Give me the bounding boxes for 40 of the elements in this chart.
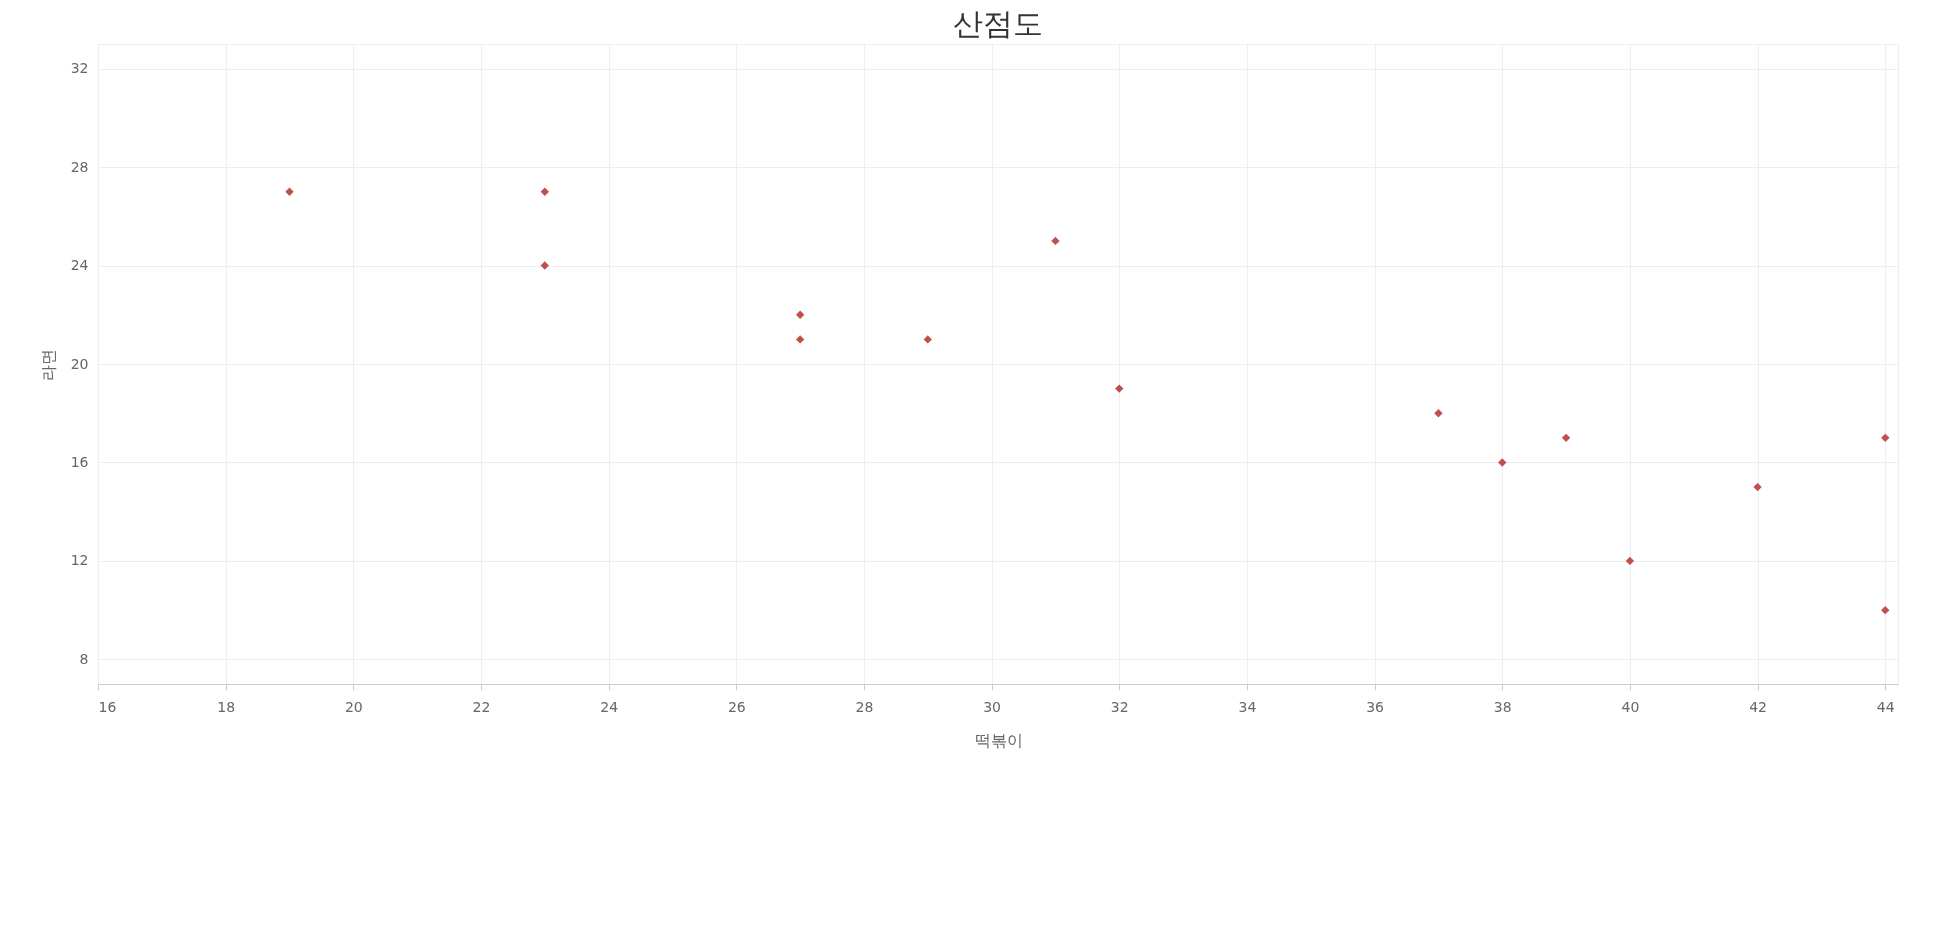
x-tick-label: 34 xyxy=(1238,698,1257,715)
point xyxy=(1051,236,1060,246)
point xyxy=(923,335,932,344)
y-tick-label: 12 xyxy=(70,552,89,569)
point xyxy=(1561,433,1571,443)
x-axis-title: 떡볶이 xyxy=(974,730,1023,750)
x-tick-label: 38 xyxy=(1493,698,1512,715)
point xyxy=(540,187,549,196)
x-tick-label: 44 xyxy=(1876,698,1895,715)
point xyxy=(1434,409,1443,418)
x-tick-label: 26 xyxy=(727,698,746,715)
point xyxy=(1498,458,1507,467)
x-tick-label: 42 xyxy=(1749,698,1767,715)
x-tick-label: 28 xyxy=(855,698,874,715)
x-tick-label: 40 xyxy=(1621,698,1640,715)
point xyxy=(1881,605,1890,615)
y-tick-label: 28 xyxy=(70,158,89,175)
x-tick-label: 22 xyxy=(472,698,491,715)
x-tick-label: 24 xyxy=(600,698,619,715)
x-tick-label: 16 xyxy=(98,698,117,715)
x-tick-label: 20 xyxy=(344,698,363,715)
x-tick-label: 30 xyxy=(983,698,1002,715)
point xyxy=(1881,433,1890,443)
point xyxy=(1753,482,1762,492)
point xyxy=(1115,384,1124,393)
x-tick-label: 32 xyxy=(1110,698,1129,715)
y-tick-label: 24 xyxy=(70,257,89,274)
x-tick-label: 18 xyxy=(217,698,236,715)
point xyxy=(540,261,549,270)
chart-title: 산점도 xyxy=(953,6,1043,41)
y-axis-title: 라면 xyxy=(38,348,58,381)
y-tick-label: 16 xyxy=(70,453,89,470)
y-tick-label: 32 xyxy=(70,60,89,77)
y-tick-label: 8 xyxy=(79,650,89,667)
point xyxy=(795,310,805,319)
point xyxy=(795,335,805,344)
point xyxy=(285,187,294,196)
point xyxy=(1625,556,1635,566)
y-tick-label: 20 xyxy=(70,355,89,372)
x-tick-label: 36 xyxy=(1366,698,1385,715)
